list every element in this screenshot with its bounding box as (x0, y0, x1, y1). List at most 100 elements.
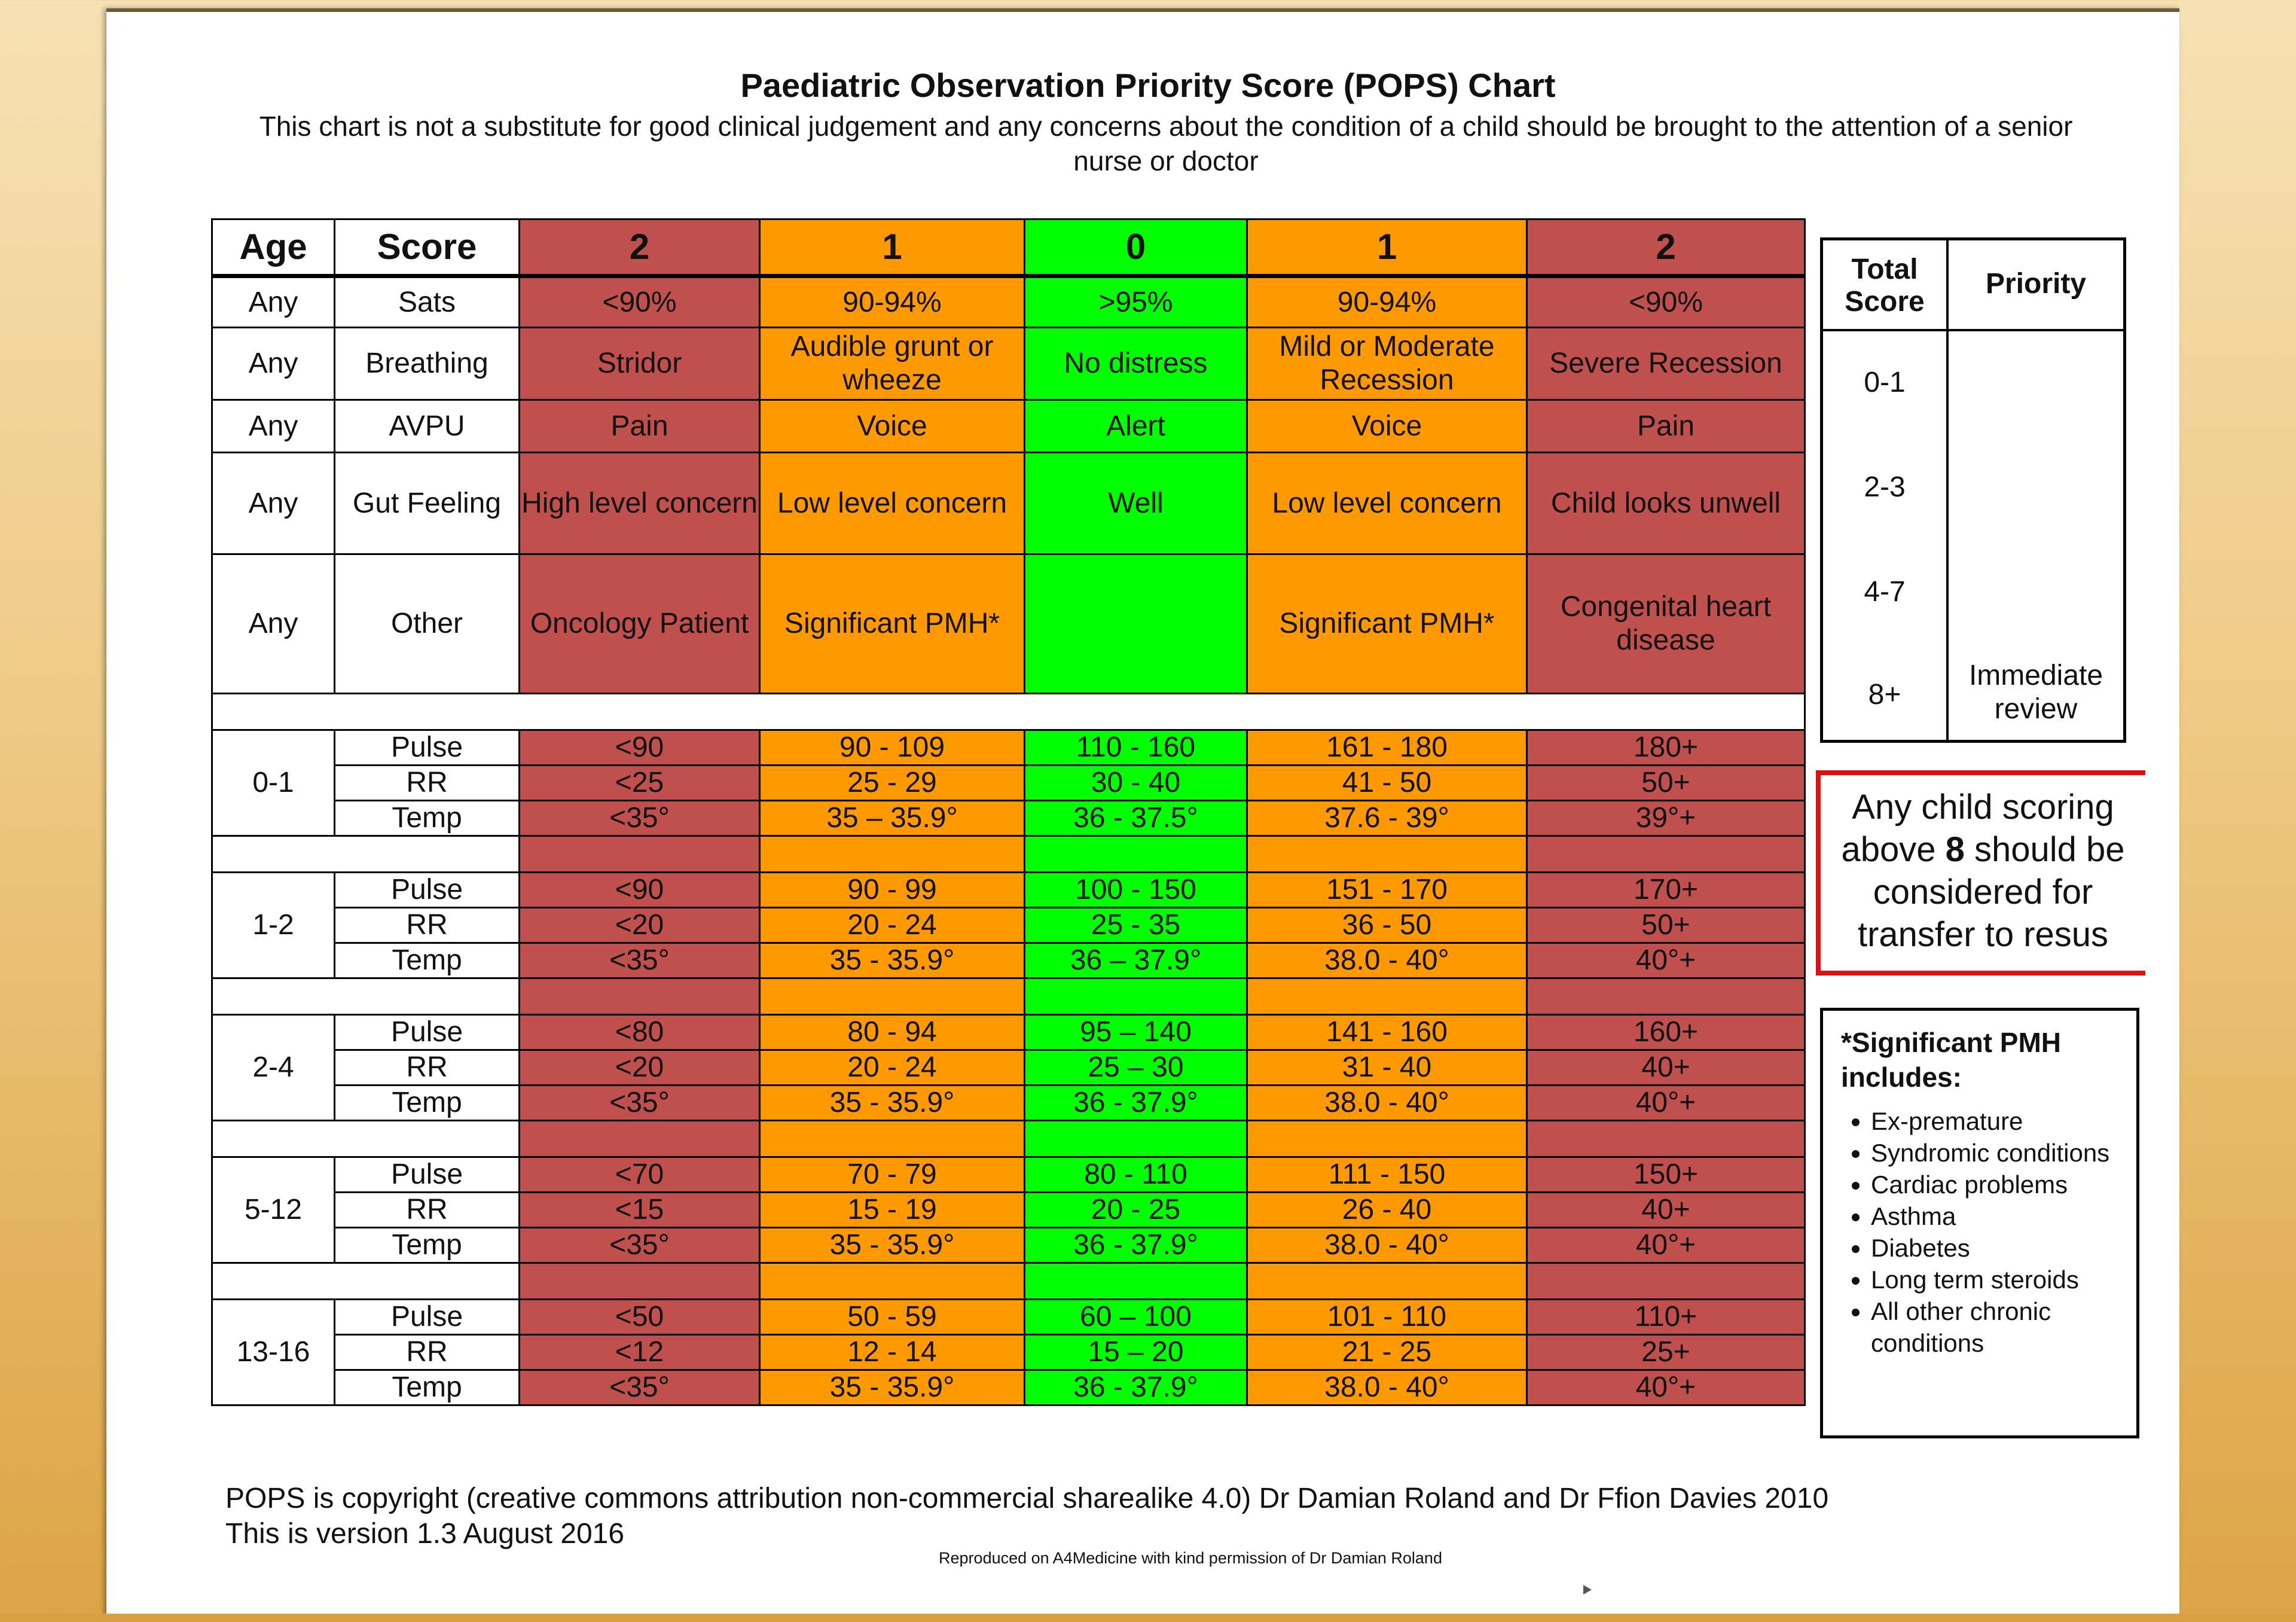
spacer-cell (1024, 977, 1248, 1016)
age-group-cell: 5-12 (211, 1156, 335, 1264)
score-cell: 20 - 25 (1024, 1191, 1248, 1228)
score-cell: Severe Recession (1526, 327, 1806, 401)
page-title: Paediatric Observation Priority Score (P… (740, 66, 1556, 104)
parameter-cell: Pulse (334, 729, 520, 766)
table-row: Temp <35° 35 - 35.9° 36 - 37.9° 38.0 - 40° 40… (212, 1369, 1806, 1406)
score-cell: Significant PMH* (1246, 553, 1528, 694)
spacer-cell (518, 1120, 761, 1158)
score-cell: <90% (518, 275, 761, 328)
spacer-cell (518, 835, 761, 873)
header-cell: Score (334, 218, 520, 278)
score-cell: Voice (1246, 399, 1528, 453)
score-cell: 37.6 - 39° (1246, 800, 1528, 837)
age-group-cell: 2-4 (211, 1014, 335, 1121)
spacer-row (211, 1120, 1806, 1158)
spacer-cell (1526, 835, 1806, 873)
header-row: Age Score 2 1 0 1 2 (211, 218, 1806, 278)
table-row: Any AVPU Pain Voice Alert Voice Pain (211, 399, 1806, 453)
score-cell: 80 - 110 (1024, 1156, 1248, 1193)
score-cell: <35° (518, 1084, 761, 1121)
spacer-cell (211, 835, 520, 873)
spacer-cell (759, 1120, 1025, 1158)
score-cell: 40°+ (1526, 1084, 1806, 1121)
score-cell: Well (1024, 452, 1248, 555)
table-row: 13-16 Pulse <50 50 - 59 60 – 100 101 - 110 110… (211, 1298, 1806, 1406)
score-cell: 70 - 79 (759, 1156, 1025, 1193)
score-cell: 20 - 24 (759, 1049, 1025, 1086)
score-cell: Pain (518, 399, 761, 453)
table-row: RR <20 20 - 24 25 - 35 36 - 50 50+ (212, 907, 1806, 944)
age-cell: Any (211, 553, 335, 694)
spacer-cell (1246, 977, 1528, 1016)
parameter-cell: AVPU (334, 399, 520, 453)
parameter-cell: Pulse (334, 1298, 520, 1336)
spacer-cell (518, 1262, 761, 1300)
spacer-cell (1024, 835, 1248, 873)
spacer-cell (1246, 1120, 1528, 1158)
score-cell: 36 - 37.9° (1024, 1227, 1248, 1264)
table-row: 2-4 Pulse <80 80 - 94 95 – 140 141 - 160 160+ (211, 1014, 1806, 1121)
version-text: This is version 1.3 August 2016 (225, 1518, 625, 1550)
header-cell: 1 (759, 218, 1025, 278)
score-cell: Audible grunt or wheeze (759, 327, 1025, 401)
age-group-cell: 0-1 (211, 729, 335, 837)
header-cell: 1 (1246, 218, 1528, 278)
spacer-cell (1526, 1120, 1806, 1158)
score-cell: 95 – 140 (1024, 1014, 1248, 1051)
age-cell: Any (211, 452, 335, 555)
score-cell: 36 - 37.5° (1024, 800, 1248, 837)
score-cell: 40°+ (1526, 1227, 1806, 1264)
pops-table: Age Score 2 1 0 1 2 Any Sats <90% 90-94% >95% 90-94%… (211, 218, 1806, 1406)
score-cell: Mild or Moderate Recession (1246, 327, 1528, 401)
score-cell (1024, 553, 1248, 694)
background (2179, 0, 2296, 1622)
spacer-cell (518, 977, 761, 1016)
score-cell: 50+ (1526, 907, 1806, 944)
score-cell: Low level concern (759, 452, 1025, 555)
score-cell: 38.0 - 40° (1246, 1084, 1528, 1121)
priority-header (1823, 240, 2123, 331)
score-cell: 36 - 37.9° (1024, 1369, 1248, 1406)
spacer-cell (211, 693, 1806, 731)
score-cell: 26 - 40 (1246, 1191, 1528, 1228)
parameter-cell: Gut Feeling (334, 452, 520, 555)
parameter-cell: Temp (334, 1227, 520, 1264)
spacer-cell (759, 835, 1025, 873)
parameter-cell: Other (334, 553, 520, 694)
score-cell: 39°+ (1526, 800, 1806, 837)
score-cell: 35 - 35.9° (759, 1369, 1025, 1406)
parameter-cell: RR (334, 907, 520, 944)
spacer-cell (1024, 1262, 1248, 1300)
score-cell: 60 – 100 (1024, 1298, 1248, 1336)
parameter-cell: RR (334, 1191, 520, 1228)
score-cell: <20 (518, 907, 761, 944)
score-cell: 100 - 150 (1024, 871, 1248, 908)
pmh-item: Long term steroids (1871, 1264, 2118, 1295)
score-cell: <35° (518, 800, 761, 837)
table-row: Any Sats <90% 90-94% >95% 90-94% <90% (211, 275, 1806, 328)
score-cell: 90 - 109 (759, 729, 1025, 766)
score-cell: 90-94% (1246, 275, 1528, 328)
score-cell: 21 - 25 (1246, 1334, 1528, 1371)
score-cell: <35° (518, 1369, 761, 1406)
score-cell: <90% (1526, 275, 1806, 328)
total-score: 2-3 (1864, 471, 1906, 503)
score-cell: Significant PMH* (759, 553, 1025, 694)
score-cell: 50+ (1526, 764, 1806, 801)
score-cell: Voice (759, 399, 1025, 453)
spacer-cell (211, 1262, 520, 1300)
spacer-cell (1526, 1262, 1806, 1300)
score-cell: <50 (518, 1298, 761, 1336)
pmh-item: Diabetes (1871, 1232, 2118, 1264)
score-cell: 161 - 180 (1246, 729, 1528, 766)
score-cell: 90 - 99 (759, 871, 1025, 908)
score-cell: 20 - 24 (759, 907, 1025, 944)
score-cell: 101 - 110 (1246, 1298, 1528, 1336)
parameter-cell: Temp (334, 800, 520, 837)
header-cell: Age (211, 218, 335, 278)
parameter-cell: Breathing (334, 327, 520, 401)
score-cell: <90 (518, 871, 761, 908)
score-cell: 110 - 160 (1024, 729, 1248, 766)
table-row: Temp <35° 35 – 35.9° 36 - 37.5° 37.6 - 39° 39… (212, 800, 1806, 837)
score-cell: 180+ (1526, 729, 1806, 766)
